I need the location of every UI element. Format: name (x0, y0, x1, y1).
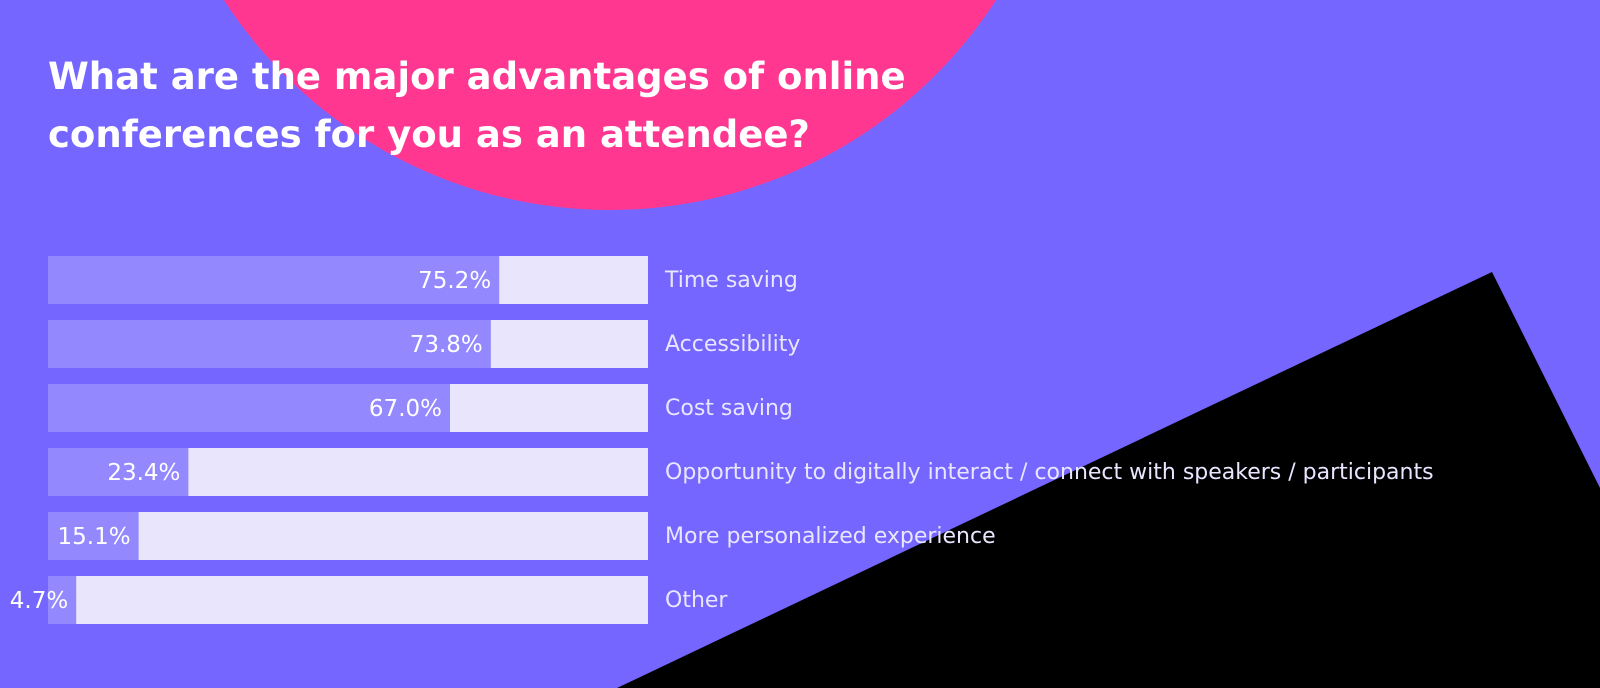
bar (48, 384, 450, 432)
category-label: Accessibility (665, 332, 800, 357)
bar-value-label: 4.7% (10, 588, 68, 614)
bar-value-label: 15.1% (58, 524, 131, 550)
bar (48, 448, 189, 496)
pink-circle-shape (223, 0, 997, 210)
bar (48, 256, 500, 304)
category-label: Other (665, 588, 728, 613)
black-triangle-shape (617, 272, 1600, 688)
category-label: Time saving (664, 268, 798, 293)
category-label: Cost saving (665, 396, 793, 421)
bar-value-label: 73.8% (410, 332, 483, 358)
bar-value-label: 23.4% (107, 460, 180, 486)
category-label: More personalized experience (665, 524, 996, 549)
bar (48, 512, 139, 560)
bar-value-label: 67.0% (369, 396, 442, 422)
category-label: Opportunity to digitally interact / conn… (665, 460, 1434, 485)
bar (48, 576, 77, 624)
bar-value-label: 75.2% (418, 268, 491, 294)
chart-title: What are the major advantages of online … (48, 55, 906, 156)
bar-track (48, 512, 648, 560)
bar-track (48, 576, 648, 624)
bar (48, 320, 491, 368)
